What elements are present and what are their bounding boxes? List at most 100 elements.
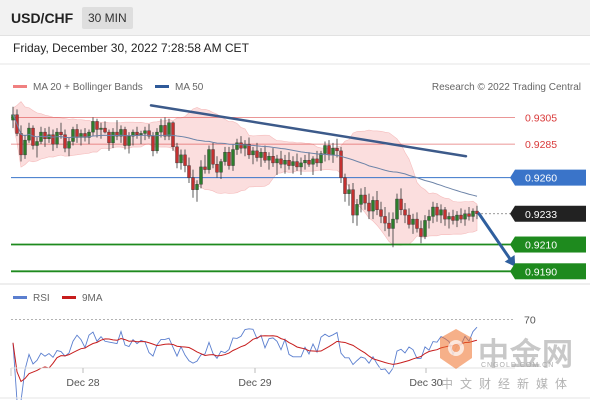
candle-down [211,149,215,165]
candle-down [467,213,471,217]
bollinger-legend-swatch [13,85,27,88]
candle-up [355,204,359,216]
candle-down [63,134,67,149]
candle-down [59,131,63,135]
symbol-title: USD/CHF [11,10,74,26]
candle-up [79,133,83,138]
candle-up [67,141,71,149]
candle-down [399,198,403,210]
candle-down [51,134,55,145]
candle-down [163,125,167,137]
candle-up [119,129,123,137]
pivot-badge [515,169,586,186]
candle-down [239,142,243,149]
candle-down [363,194,367,204]
candle-down [43,131,47,140]
watermark-name: 中金网 [478,337,574,373]
candle-down [387,222,391,229]
candle-down [459,214,463,220]
candle-down [375,200,379,210]
candle-up [347,189,351,194]
resistance-label: 0.9305 [525,112,557,124]
watermark-tagline: 中文财经新媒体 [441,377,575,391]
candle-down [435,206,439,216]
x-tick-label: Dec 30 [409,377,442,389]
last-price-badge [515,205,586,222]
candle-down [419,228,423,237]
support-label: 0.9210 [525,240,557,252]
resistance-label: 0.9285 [525,139,557,151]
candle-down [215,164,219,173]
rsi-ma-legend-swatch [62,296,76,299]
ma50-legend-label: MA 50 [175,82,204,93]
candle-up [259,151,263,158]
candle-down [107,131,111,144]
rsi-70-label: 70 [524,315,536,327]
rsi-legend-swatch [13,296,27,299]
candle-down [383,216,387,224]
candle-down [279,158,283,165]
candle-down [343,177,347,194]
candle-down [443,209,447,220]
candle-down [335,147,339,152]
candle-down [115,131,119,137]
candle-up [431,206,435,217]
candle-up [395,198,399,220]
bollinger-legend-label: MA 20 + Bollinger Bands [33,82,143,93]
timeframe-badge[interactable]: 30 MIN [82,7,133,29]
candle-up [303,160,307,164]
candle-up [199,166,203,185]
candle-up [207,149,211,170]
candle-up [219,161,223,173]
candle-down [263,151,267,161]
candle-down [95,121,99,130]
candle-up [23,139,27,156]
support-label: 0.9190 [525,266,557,278]
candle-down [247,143,251,156]
rsi-legend-label: RSI [33,293,50,304]
candle-up [275,158,279,164]
report-datetime: Friday, December 30, 2022 7:28:58 AM CET [13,41,249,55]
support-badge [515,236,586,253]
x-axis-ticks: Dec 28 Dec 29 Dec 30 [66,368,443,389]
candle-up [439,209,443,216]
candle-down [415,218,419,229]
candle-up [427,216,431,221]
candle-up [231,149,235,166]
candle-down [379,209,383,217]
candle-up [167,122,171,137]
candle-down [315,158,319,164]
candle-up [447,216,451,220]
candle-up [291,161,295,166]
candle-up [99,127,103,130]
candle-up [391,218,395,229]
projection-arrow [477,212,515,265]
candle-up [267,156,271,161]
support-badge-pointer [510,236,515,253]
candle-up [143,130,147,134]
projection-arrowhead [504,254,516,267]
candle-down [227,151,231,166]
candle-up [251,150,255,156]
candle-down [75,129,79,138]
candle-up [87,131,91,138]
rsi-ma-legend-label: 9MA [82,293,103,304]
candle-down [123,129,127,146]
candle-up [311,158,315,165]
candle-up [319,153,323,164]
trendline [149,104,468,158]
candle-down [367,202,371,212]
main-legend: MA 20 + Bollinger Bands MA 50 Research ©… [13,82,581,93]
candle-down [147,130,151,137]
rsi-legend: RSI 9MA [13,293,103,304]
candle-down [307,160,311,165]
candle-down [351,189,355,216]
candle-down [295,161,299,168]
candle-up [411,218,415,225]
rsi-ma-line [12,335,478,383]
pivot-badge-pointer [510,169,515,186]
candle-up [283,160,287,165]
candle-up [235,142,239,150]
watermark-logo [440,329,472,369]
level-labels: 0.9305 0.9285 0.9260 0.9233 0.9210 0.9190 [510,112,586,280]
